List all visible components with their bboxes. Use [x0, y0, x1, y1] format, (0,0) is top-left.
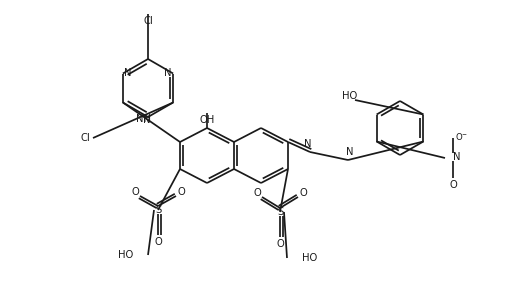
Text: O: O: [276, 239, 284, 249]
Text: O$^{-}$: O$^{-}$: [455, 131, 468, 142]
Text: HO: HO: [303, 253, 318, 263]
Text: O: O: [449, 180, 457, 190]
Text: O: O: [177, 187, 185, 197]
Text: HO: HO: [119, 250, 133, 260]
Text: S: S: [155, 205, 161, 215]
Text: NH: NH: [136, 114, 151, 124]
Text: HO: HO: [342, 91, 358, 101]
Text: N: N: [143, 115, 151, 125]
Text: O: O: [154, 237, 162, 247]
Text: O: O: [253, 188, 261, 198]
Text: N: N: [124, 67, 132, 77]
Text: O: O: [131, 187, 139, 197]
Text: N: N: [304, 139, 312, 149]
Text: O: O: [299, 188, 307, 198]
Text: OH: OH: [199, 115, 215, 125]
Text: N: N: [346, 147, 354, 157]
Text: Cl: Cl: [143, 16, 153, 26]
Text: S: S: [277, 207, 283, 217]
Text: Cl: Cl: [80, 133, 90, 143]
Text: N: N: [165, 67, 172, 77]
Text: N: N: [453, 152, 460, 162]
